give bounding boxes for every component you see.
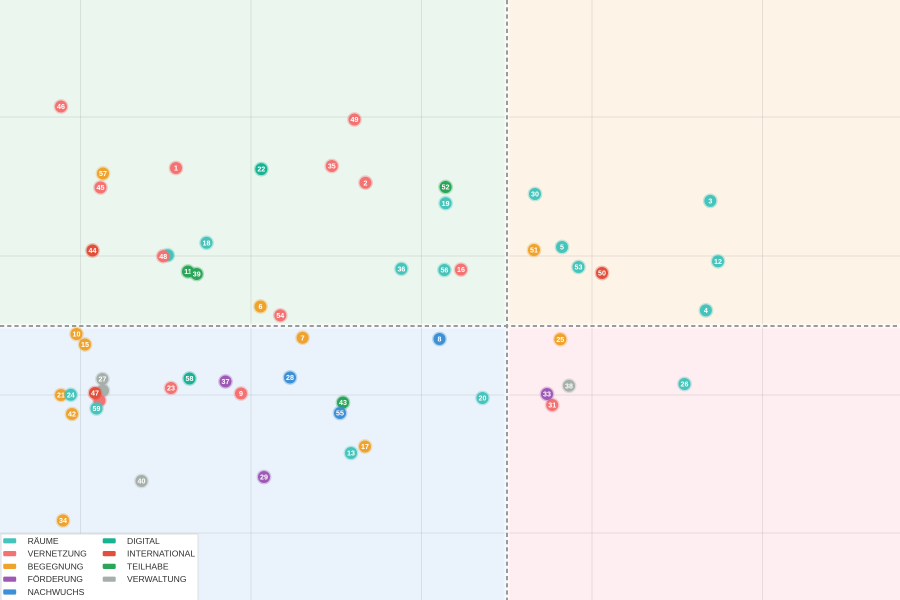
svg-text:27: 27 xyxy=(98,376,106,384)
svg-text:TEILHABE: TEILHABE xyxy=(127,561,169,571)
svg-text:16: 16 xyxy=(457,266,465,274)
svg-text:28: 28 xyxy=(286,374,294,382)
svg-text:5: 5 xyxy=(560,244,564,252)
svg-text:15: 15 xyxy=(81,341,89,349)
svg-text:RÄUME: RÄUME xyxy=(28,536,59,546)
svg-text:25: 25 xyxy=(556,336,564,344)
svg-text:58: 58 xyxy=(186,375,194,383)
svg-text:55: 55 xyxy=(336,410,344,418)
svg-text:19: 19 xyxy=(442,200,450,208)
svg-text:NACHWUCHS: NACHWUCHS xyxy=(28,587,85,597)
svg-text:6: 6 xyxy=(259,303,263,311)
svg-text:36: 36 xyxy=(397,265,405,273)
svg-text:35: 35 xyxy=(328,163,336,171)
svg-text:INTERNATIONAL: INTERNATIONAL xyxy=(127,549,195,559)
svg-text:8: 8 xyxy=(438,336,442,344)
svg-text:20: 20 xyxy=(479,395,487,403)
svg-text:31: 31 xyxy=(548,402,556,410)
svg-text:VERNETZUNG: VERNETZUNG xyxy=(28,549,88,559)
svg-text:57: 57 xyxy=(99,170,107,178)
svg-text:39: 39 xyxy=(193,271,201,279)
svg-text:49: 49 xyxy=(351,116,359,124)
svg-text:43: 43 xyxy=(339,399,347,407)
svg-text:18: 18 xyxy=(203,239,211,247)
svg-text:54: 54 xyxy=(276,312,284,320)
svg-text:30: 30 xyxy=(531,191,539,199)
svg-text:VERWALTUNG: VERWALTUNG xyxy=(127,574,187,584)
svg-text:7: 7 xyxy=(301,334,305,342)
svg-text:50: 50 xyxy=(598,270,606,278)
svg-text:53: 53 xyxy=(575,264,583,272)
svg-text:24: 24 xyxy=(67,391,75,399)
svg-text:37: 37 xyxy=(222,378,230,386)
svg-text:3: 3 xyxy=(708,197,712,205)
svg-text:42: 42 xyxy=(68,411,76,419)
svg-text:34: 34 xyxy=(59,517,67,525)
svg-text:38: 38 xyxy=(565,382,573,390)
svg-text:11: 11 xyxy=(184,268,192,276)
svg-text:45: 45 xyxy=(97,184,105,192)
svg-text:21: 21 xyxy=(57,392,65,400)
svg-text:59: 59 xyxy=(93,405,101,413)
svg-text:26: 26 xyxy=(681,381,689,389)
svg-text:10: 10 xyxy=(73,331,81,339)
svg-text:9: 9 xyxy=(239,390,243,398)
svg-text:12: 12 xyxy=(714,258,722,266)
svg-text:2: 2 xyxy=(364,179,368,187)
svg-text:23: 23 xyxy=(167,385,175,393)
svg-text:1: 1 xyxy=(174,165,178,173)
svg-text:BEGEGNUNG: BEGEGNUNG xyxy=(28,561,84,571)
svg-text:DIGITAL: DIGITAL xyxy=(127,536,160,546)
svg-text:52: 52 xyxy=(442,184,450,192)
svg-text:51: 51 xyxy=(530,247,538,255)
svg-text:47: 47 xyxy=(91,390,99,398)
svg-text:33: 33 xyxy=(543,391,551,399)
svg-text:56: 56 xyxy=(440,267,448,275)
svg-text:40: 40 xyxy=(138,478,146,486)
svg-text:46: 46 xyxy=(57,103,65,111)
svg-text:44: 44 xyxy=(89,247,97,255)
svg-text:48: 48 xyxy=(159,253,167,261)
svg-text:FÖRDERUNG: FÖRDERUNG xyxy=(28,574,84,584)
svg-text:4: 4 xyxy=(704,307,708,315)
svg-text:17: 17 xyxy=(361,443,369,451)
svg-text:29: 29 xyxy=(260,474,268,482)
svg-text:13: 13 xyxy=(347,450,355,458)
svg-text:22: 22 xyxy=(257,166,265,174)
